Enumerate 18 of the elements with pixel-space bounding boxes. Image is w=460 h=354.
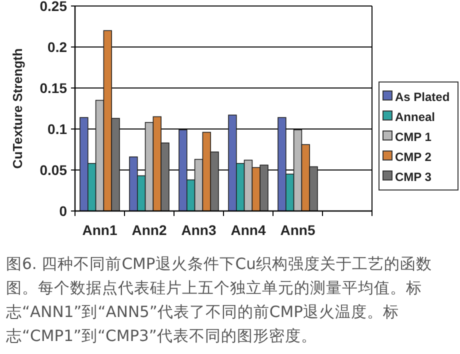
y-tick-label: 0.2 xyxy=(48,39,68,55)
legend-label: Anneal xyxy=(395,110,436,124)
x-tick-label: Ann3 xyxy=(181,222,216,238)
y-tick-label: 0.1 xyxy=(48,121,68,137)
x-tick-label: Ann5 xyxy=(280,222,316,238)
y-tick-label: 0.25 xyxy=(40,0,68,14)
x-tick-label: Ann4 xyxy=(230,222,266,238)
y-tick-label: 0 xyxy=(59,203,68,219)
legend-label: As Plated xyxy=(395,90,450,104)
x-tick-label: Ann2 xyxy=(132,222,167,238)
legend-label: CMP 3 xyxy=(395,170,432,184)
y-tick-label: 0.15 xyxy=(40,80,68,96)
x-tick-label: Ann1 xyxy=(82,222,118,238)
caption: 图6. 四种不同前CMP退火条件下Cu织构强度关于工艺的函数图。每个数据点代表硅片上五个独立单元的测量平均值。标志“ANN1”到“ANN5”代表了不同的前CMP退火温度。标志“CMP1”到“CMP3”代表不同的图形密度。 xyxy=(6,254,433,347)
legend-label: CMP 2 xyxy=(395,150,432,164)
y-axis-title: CuTexture Strength xyxy=(10,48,25,169)
y-tick-label: 0.05 xyxy=(40,162,68,178)
legend-label: CMP 1 xyxy=(395,130,432,144)
